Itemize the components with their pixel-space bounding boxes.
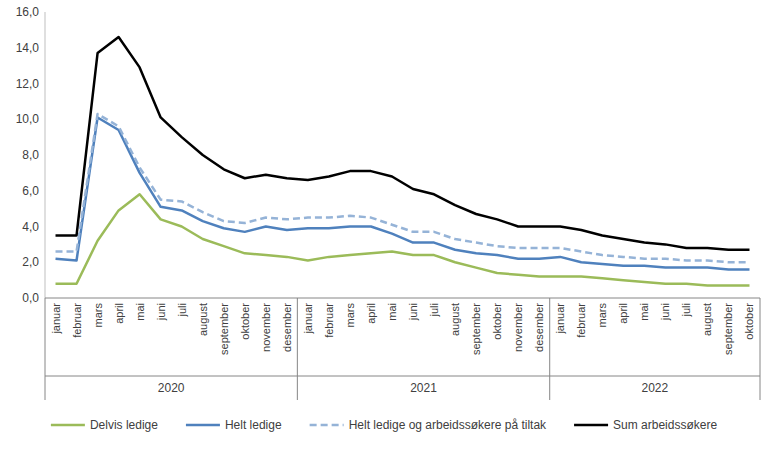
x-tick-label: september [470,303,482,355]
group-separator [549,298,550,400]
chart: 0,0 2,0 4,0 6,0 8,0 10,0 12,0 14,0 16,0 januar feb… [0,0,768,453]
x-axis-line [45,298,760,299]
group-separator [45,298,46,400]
x-tick-label: mars [92,303,104,328]
legend-swatch [310,424,344,427]
y-tick-label: 8,0 [22,148,39,162]
legend-label: Helt ledige og arbeidssøkere på tiltak [349,418,547,432]
legend-item: Helt ledige [186,418,282,432]
series-line [56,37,750,250]
group-separator [760,298,761,400]
y-tick-label: 10,0 [16,112,40,126]
legend: Delvis ledige Helt ledige Helt ledige og a… [51,418,718,432]
x-tick-label: november [260,303,272,352]
x-tick-label: desember [281,303,293,352]
group-label: 2020 [158,381,185,395]
legend-swatch [186,424,220,427]
x-tick-label: september [218,303,230,355]
x-tick-label: juli [176,303,188,317]
y-axis-line [45,12,46,298]
x-tick-label: mai [386,303,398,321]
x-tick-label: oktober [743,303,755,340]
x-tick-label: desember [533,303,545,352]
y-tick-label: 12,0 [16,77,40,91]
x-tick-label: oktober [239,303,251,340]
legend-item: Delvis ledige [51,418,158,432]
x-tick-label: februar [575,303,587,338]
x-tick-label: mars [596,303,608,328]
x-tick-label: juni [407,303,419,321]
series-line [56,114,750,262]
x-tick-label: juli [428,303,440,317]
x-tick-label: august [197,303,209,336]
x-tick-label: juni [659,303,671,321]
y-tick-label: 2,0 [22,255,39,269]
group-label: 2022 [642,381,669,395]
x-tick-label: august [701,303,713,336]
group-rule [45,376,760,377]
x-tick-label: april [113,303,125,324]
x-tick-label: november [512,303,524,352]
y-tick-label: 4,0 [22,220,39,234]
series-line [56,117,750,269]
x-tick-label: oktober [491,303,503,340]
x-tick-label: januar [302,303,314,335]
legend-item: Sum arbeidssøkere [574,418,717,432]
x-tick-label: juni [155,303,167,321]
x-tick-label: januar [554,303,566,335]
y-tick-label: 6,0 [22,184,39,198]
x-tick-label: februar [71,303,83,338]
group-separator [297,298,298,400]
y-tick-label: 0,0 [22,291,39,305]
legend-swatch [574,424,608,427]
x-tick-label: august [449,303,461,336]
legend-item: Helt ledige og arbeidssøkere på tiltak [310,418,547,432]
x-tick-label: april [365,303,377,324]
x-tick-label: juli [680,303,692,317]
series-line [56,194,750,285]
x-tick-label: mars [344,303,356,328]
legend-label: Delvis ledige [90,418,158,432]
x-tick-label: mai [134,303,146,321]
plot-area [56,37,750,285]
x-tick-label: mai [638,303,650,321]
y-tick-label: 16,0 [16,5,40,19]
x-tick-label: september [722,303,734,355]
x-tick-label: februar [323,303,335,338]
y-tick-label: 14,0 [16,41,40,55]
legend-label: Sum arbeidssøkere [613,418,717,432]
group-label: 2021 [410,381,437,395]
x-tick-label: april [617,303,629,324]
x-tick-label: januar [50,303,62,335]
legend-swatch [51,424,85,427]
legend-label: Helt ledige [225,418,282,432]
